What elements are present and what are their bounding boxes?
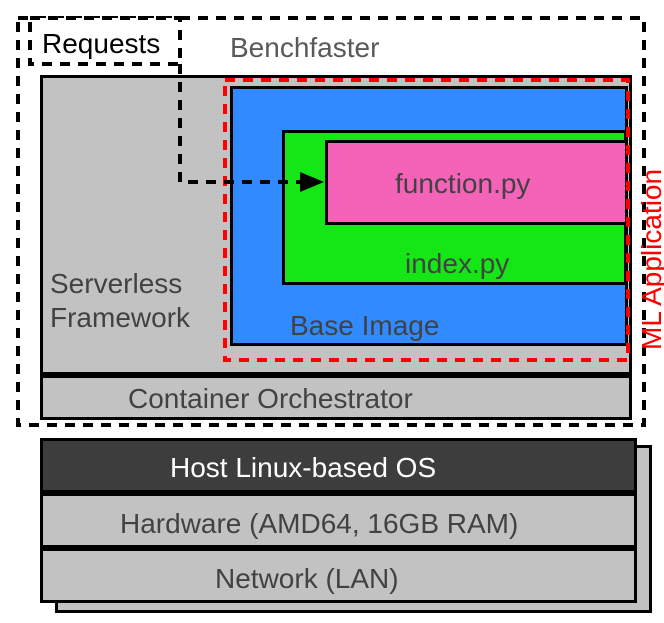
network-label: Network (LAN)	[215, 563, 399, 595]
host-os-label: Host Linux-based OS	[170, 452, 436, 484]
ml-application-label: ML Application	[636, 169, 664, 350]
container-orchestrator-label: Container Orchestrator	[128, 383, 413, 415]
benchfaster-label: Benchfaster	[230, 32, 379, 64]
index-py-label: index.py	[405, 248, 509, 280]
base-image-label: Base Image	[290, 310, 439, 342]
serverless-label-2: Framework	[50, 302, 190, 334]
hardware-label: Hardware (AMD64, 16GB RAM)	[120, 508, 518, 540]
function-py-label: function.py	[395, 168, 530, 200]
serverless-label-1: Serverless	[50, 268, 182, 300]
requests-label: Requests	[42, 28, 160, 60]
